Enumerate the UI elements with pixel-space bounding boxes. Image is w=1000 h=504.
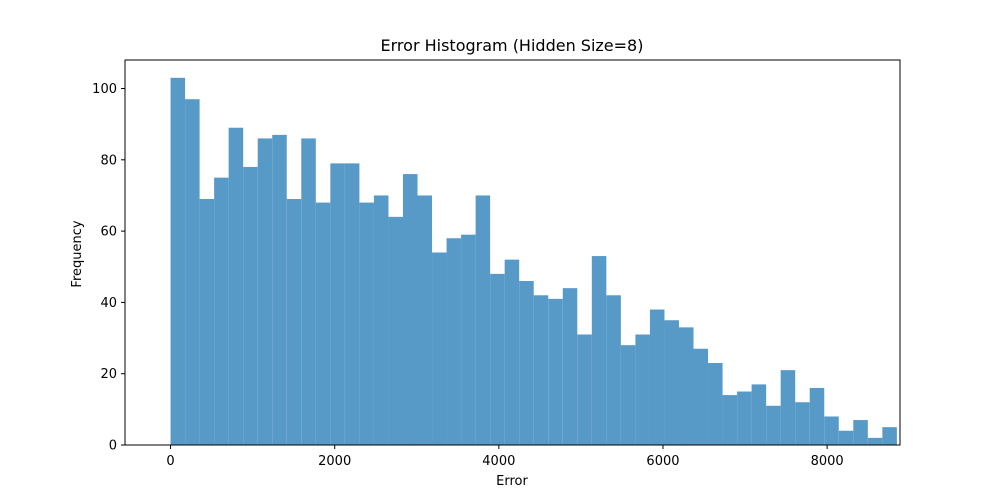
histogram-bar bbox=[737, 391, 752, 445]
histogram-bar bbox=[824, 416, 839, 445]
histogram-bar bbox=[620, 345, 636, 445]
histogram-bar bbox=[533, 295, 549, 445]
histogram-bar bbox=[272, 134, 287, 445]
y-tick-label: 80 bbox=[100, 153, 117, 168]
histogram-bar bbox=[853, 420, 868, 445]
x-axis-label: Error bbox=[496, 474, 528, 489]
y-axis-ticks: 0 20 40 60 80 100 bbox=[92, 82, 125, 454]
histogram-bar bbox=[693, 348, 709, 445]
histogram-bar bbox=[214, 177, 229, 445]
y-tick-label: 0 bbox=[109, 439, 117, 454]
plot-frame bbox=[124, 59, 901, 446]
x-tick-label: 4000 bbox=[482, 454, 515, 469]
histogram-bar bbox=[780, 370, 796, 445]
histogram-bar bbox=[402, 174, 418, 445]
y-tick-label: 40 bbox=[100, 296, 117, 311]
histogram-bar bbox=[185, 99, 200, 446]
histogram-bar bbox=[475, 195, 491, 445]
histogram-bar bbox=[519, 281, 534, 445]
histogram-bar bbox=[635, 334, 650, 445]
histogram-bar bbox=[504, 259, 520, 445]
histogram-bar bbox=[388, 216, 403, 445]
histogram-bar bbox=[882, 427, 897, 445]
histogram-bar bbox=[373, 195, 389, 445]
x-tick-label: 8000 bbox=[811, 454, 844, 469]
histogram-bar bbox=[562, 288, 578, 445]
histogram-bar bbox=[359, 202, 374, 445]
histogram-bar bbox=[577, 334, 592, 445]
histogram-bar bbox=[490, 273, 505, 445]
histogram-bar bbox=[417, 195, 433, 445]
histogram-bars bbox=[170, 77, 897, 446]
histogram-bar bbox=[344, 163, 360, 445]
histogram-bar bbox=[591, 256, 607, 445]
histogram-bar bbox=[330, 163, 345, 445]
histogram-bar bbox=[664, 320, 679, 445]
histogram-bar bbox=[243, 166, 258, 445]
y-tick-label: 20 bbox=[100, 367, 117, 382]
histogram-bar bbox=[257, 138, 273, 446]
histogram-bar bbox=[838, 430, 854, 445]
histogram-bar bbox=[432, 252, 447, 445]
histogram-bar bbox=[867, 437, 883, 445]
histogram-bar bbox=[606, 295, 621, 445]
x-axis-ticks: 0 2000 4000 6000 8000 bbox=[166, 445, 844, 469]
histogram-bar bbox=[228, 127, 244, 446]
histogram-bar bbox=[446, 238, 462, 445]
y-tick-label: 60 bbox=[100, 225, 117, 240]
histogram-bar bbox=[548, 298, 563, 445]
histogram-bar bbox=[170, 77, 186, 446]
x-tick-label: 2000 bbox=[318, 454, 351, 469]
x-tick-label: 6000 bbox=[646, 454, 679, 469]
histogram-bar bbox=[766, 405, 781, 445]
histogram-bar bbox=[795, 402, 810, 445]
histogram-bar bbox=[649, 309, 665, 445]
histogram-bar bbox=[301, 138, 316, 446]
histogram-bar bbox=[286, 199, 302, 445]
histogram-bar bbox=[751, 384, 767, 445]
histogram-bar bbox=[199, 199, 215, 445]
histogram-bar bbox=[708, 363, 723, 445]
x-tick-label: 0 bbox=[166, 454, 174, 469]
histogram-bar bbox=[722, 395, 738, 445]
histogram-bar bbox=[315, 202, 331, 445]
chart-title: Error Histogram (Hidden Size=8) bbox=[381, 36, 644, 55]
histogram-bar bbox=[809, 387, 825, 445]
y-axis-label: Frequency bbox=[70, 220, 85, 287]
histogram-bar bbox=[461, 234, 476, 445]
y-tick-label: 100 bbox=[92, 82, 117, 97]
histogram-bar bbox=[678, 327, 694, 445]
